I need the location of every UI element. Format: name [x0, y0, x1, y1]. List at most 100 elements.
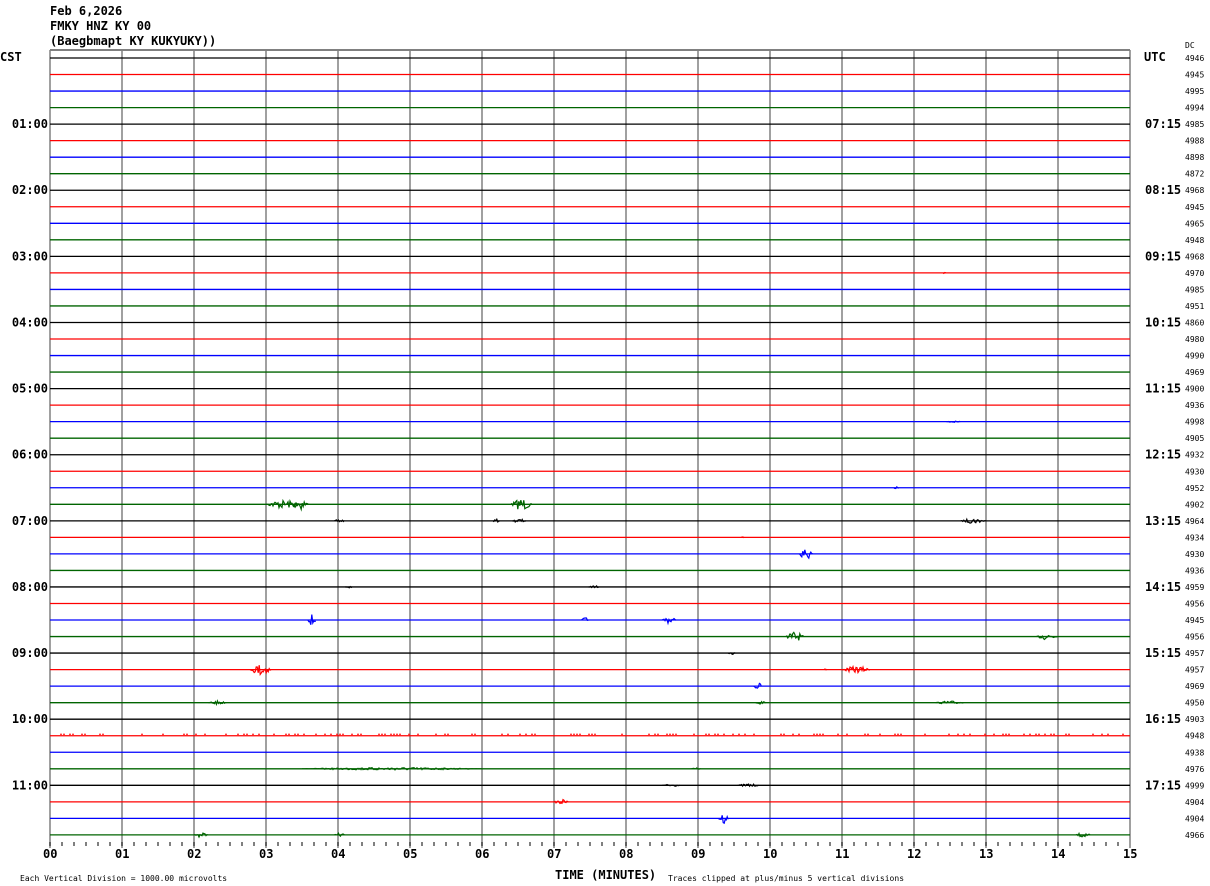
dc-value: 4985: [1185, 120, 1204, 129]
dc-value: 4930: [1185, 550, 1204, 559]
cst-hour-label: 07:00: [12, 514, 48, 528]
seismic-event: [841, 664, 870, 675]
dc-value: 4938: [1185, 748, 1204, 757]
cst-hour-label: 04:00: [12, 315, 48, 329]
left-timezone-label: CST: [0, 50, 22, 64]
x-tick-label: 08: [619, 847, 633, 861]
dc-value: 4905: [1185, 434, 1204, 443]
utc-hour-label: 10:15: [1145, 315, 1181, 329]
dc-value: 4948: [1185, 732, 1204, 741]
dc-value: 4872: [1185, 170, 1204, 179]
dc-value: 4952: [1185, 484, 1204, 493]
seismic-event: [334, 831, 345, 838]
seismic-event: [717, 814, 729, 825]
dc-value: 4976: [1185, 765, 1204, 774]
x-tick-label: 03: [259, 847, 273, 861]
seismic-event: [798, 549, 813, 560]
dc-value: 4930: [1185, 467, 1204, 476]
dc-value: 4903: [1185, 715, 1204, 724]
dc-value: 4902: [1185, 500, 1204, 509]
cst-hour-label: 03:00: [12, 249, 48, 263]
cst-hour-label: 05:00: [12, 382, 48, 396]
seismic-event: [755, 700, 767, 705]
utc-hour-label: 11:15: [1145, 382, 1181, 396]
dc-value: 4994: [1185, 104, 1204, 113]
seismic-event: [1075, 831, 1091, 838]
dc-value: 4964: [1185, 517, 1204, 526]
dc-header: DC: [1185, 41, 1195, 50]
seismic-event: [553, 798, 569, 805]
dc-value: 4957: [1185, 666, 1204, 675]
station-location: (Baegbmapt KY KUKYUKY)): [50, 34, 217, 48]
dc-value: 4980: [1185, 335, 1204, 344]
dc-value: 4934: [1185, 533, 1204, 542]
seismic-event: [307, 614, 317, 626]
x-tick-label: 10: [763, 847, 777, 861]
dc-value: 4968: [1185, 252, 1204, 261]
seismic-event: [661, 783, 681, 787]
seismic-event: [511, 518, 527, 523]
utc-hour-label: 15:15: [1145, 646, 1181, 660]
seismic-event: [893, 485, 900, 490]
dc-value: 4985: [1185, 285, 1204, 294]
cst-hour-label: 11:00: [12, 778, 48, 792]
seismic-event: [690, 767, 702, 770]
dc-value: 4948: [1185, 236, 1204, 245]
utc-hour-label: 14:15: [1145, 580, 1181, 594]
dc-value: 4995: [1185, 87, 1204, 96]
dc-value: 4969: [1185, 682, 1204, 691]
seismic-event: [1036, 634, 1058, 641]
dc-value: 4936: [1185, 566, 1204, 575]
dc-value: 4945: [1185, 71, 1204, 80]
dc-value: 4945: [1185, 616, 1204, 625]
seismic-event: [290, 499, 310, 512]
x-tick-label: 13: [979, 847, 993, 861]
seismic-event: [193, 832, 209, 839]
x-tick-label: 02: [187, 847, 201, 861]
dc-value: 4936: [1185, 401, 1204, 410]
seismic-event: [785, 631, 805, 641]
seismic-event: [753, 682, 762, 689]
dc-value: 4904: [1185, 814, 1204, 823]
seismic-event: [946, 420, 961, 424]
cst-hour-label: 08:00: [12, 580, 48, 594]
x-tick-label: 11: [835, 847, 849, 861]
x-tick-label: 00: [43, 847, 57, 861]
dc-value: 4946: [1185, 54, 1204, 63]
station-id: FMKY HNZ KY 00: [50, 19, 152, 33]
dc-value: 4999: [1185, 781, 1204, 790]
seismic-event: [302, 766, 482, 771]
utc-hour-label: 07:15: [1145, 117, 1181, 131]
dc-value: 4959: [1185, 583, 1204, 592]
dc-value: 4900: [1185, 385, 1204, 394]
dc-value: 4968: [1185, 186, 1204, 195]
x-tick-label: 05: [403, 847, 417, 861]
dc-value: 4860: [1185, 318, 1204, 327]
dc-value: 4990: [1185, 352, 1204, 361]
seismic-event: [935, 700, 964, 705]
seismic-event: [740, 536, 745, 539]
seismic-event: [345, 585, 353, 589]
clip-note: Traces clipped at plus/minus 5 vertical …: [668, 874, 904, 883]
seismic-event: [960, 517, 986, 524]
seismic-event: [737, 782, 759, 788]
seismic-event: [581, 617, 589, 621]
x-tick-label: 12: [907, 847, 921, 861]
cst-hour-label: 02:00: [12, 183, 48, 197]
x-tick-label: 07: [547, 847, 561, 861]
dc-value: 4956: [1185, 599, 1204, 608]
dc-value: 4956: [1185, 633, 1204, 642]
cst-hour-label: 10:00: [12, 712, 48, 726]
dc-value: 4904: [1185, 798, 1204, 807]
seismic-event: [942, 271, 946, 275]
dc-value: 4970: [1185, 269, 1204, 278]
dc-value: 4932: [1185, 451, 1204, 460]
seismic-event: [661, 617, 677, 626]
utc-hour-label: 12:15: [1145, 448, 1181, 462]
dc-value: 4969: [1185, 368, 1204, 377]
dc-value: 4957: [1185, 649, 1204, 658]
right-timezone-label: UTC: [1144, 50, 1166, 64]
dc-value: 4965: [1185, 219, 1204, 228]
utc-hour-label: 08:15: [1145, 183, 1181, 197]
